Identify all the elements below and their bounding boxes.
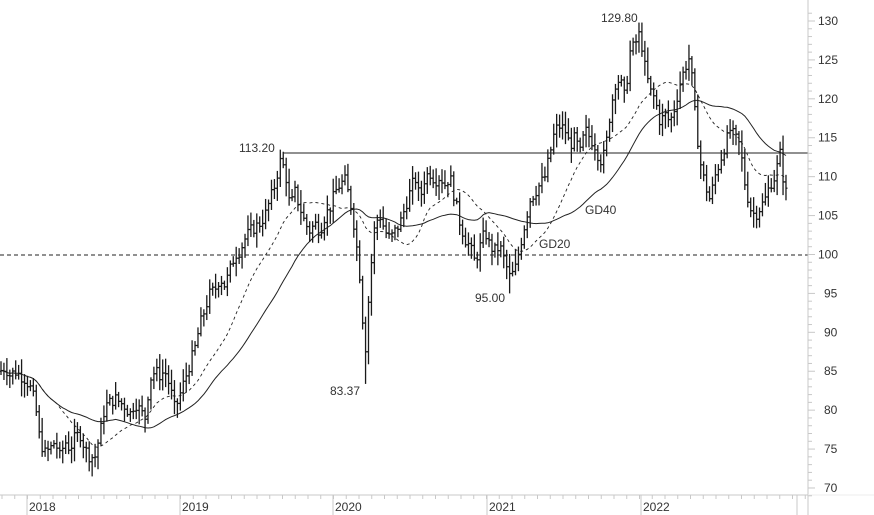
annotation-95-00: 95.00 (475, 291, 505, 305)
y-tick-label: 110 (818, 170, 837, 184)
x-tick-label: 2018 (29, 500, 56, 514)
annotation-83-37: 83.37 (330, 384, 360, 398)
gd40-line (0, 99, 787, 429)
y-axis-ticks: 70 75 80 85 90 95 100 105 110 115 120 125 130 (808, 12, 838, 497)
y-tick-label: 70 (824, 481, 838, 495)
y-tick-label: 125 (818, 53, 838, 67)
x-tick-label: 2021 (489, 500, 516, 514)
x-tick-label: 2022 (643, 500, 670, 514)
y-tick-label: 95 (824, 286, 838, 300)
y-tick-label: 85 (824, 364, 838, 378)
y-tick-label: 105 (818, 209, 838, 223)
label-gd20: GD20 (539, 237, 571, 251)
y-tick-label: 80 (824, 403, 838, 417)
annotation-129-80: 129.80 (601, 11, 638, 25)
x-axis-ticks: 2018 2019 2020 2021 2022 (1, 495, 806, 515)
annotation-113-20: 113.20 (239, 141, 275, 155)
y-tick-label: 130 (818, 14, 838, 28)
y-tick-label: 120 (818, 92, 838, 106)
price-bars (0, 22, 788, 477)
label-gd40: GD40 (585, 203, 617, 217)
y-tick-label: 115 (818, 131, 837, 145)
y-tick-label: 75 (824, 442, 838, 456)
y-tick-label: 100 (818, 247, 838, 261)
x-tick-label: 2020 (335, 500, 362, 514)
y-tick-label: 90 (824, 325, 838, 339)
gd20-line (0, 81, 787, 448)
x-tick-label: 2019 (182, 500, 209, 514)
